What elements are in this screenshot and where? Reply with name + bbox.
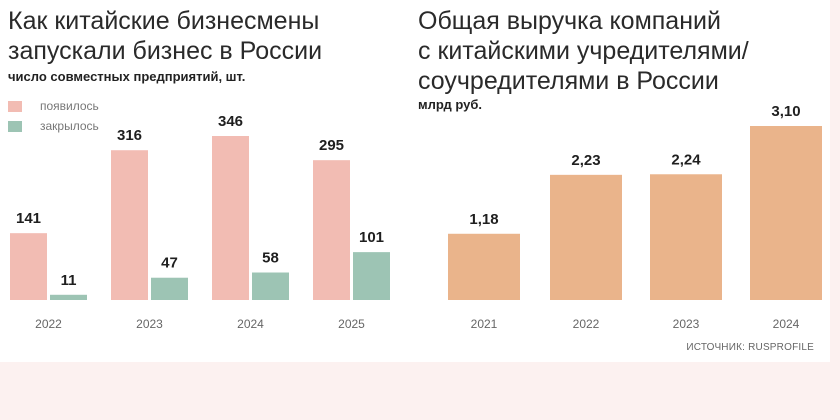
bar-closed-2024: [252, 272, 289, 300]
value-label: 47: [161, 255, 178, 272]
x-tick-label: 2025: [338, 317, 365, 331]
legend-item-closed: закрылось: [8, 116, 99, 136]
value-label: 295: [319, 137, 344, 154]
infographic-panel: Как китайские бизнесмены запускали бизне…: [0, 0, 830, 362]
x-tick-label: 2023: [136, 317, 163, 331]
bar-closed-2025: [353, 252, 390, 300]
bar-appeared-2025: [313, 160, 350, 300]
source-note: ИСТОЧНИК: RUSPROFILE: [686, 342, 814, 353]
legend-swatch-appeared: [8, 100, 22, 112]
bar-closed-2022: [50, 294, 87, 300]
x-tick-label: 2022: [573, 317, 600, 331]
left-chart-title: Как китайские бизнесмены запускали бизне…: [8, 7, 323, 65]
value-label: 2,23: [571, 152, 600, 169]
revenue-chart: 1,18 2021 2,23 2022 2,24 2023 3,10 2024: [448, 103, 822, 331]
joint-ventures-chart: 141 11 2022 316 47 2023 346 58 2024 295 101 2025: [10, 113, 390, 331]
value-label: 101: [359, 229, 384, 246]
bar-revenue-2023: [650, 174, 722, 300]
bar-appeared-2023: [111, 150, 148, 300]
value-label: 141: [16, 210, 41, 227]
right-chart-title: Общая выручка компаний с китайскими учре…: [418, 7, 749, 95]
x-tick-label: 2023: [673, 317, 700, 331]
legend: появилось закрылось: [8, 96, 99, 136]
bar-revenue-2021: [448, 233, 520, 300]
bar-revenue-2024: [750, 126, 822, 300]
bar-closed-2023: [151, 277, 188, 300]
bar-appeared-2024: [212, 136, 249, 300]
legend-label-closed: закрылось: [40, 119, 99, 133]
bar-revenue-2022: [550, 174, 622, 300]
legend-item-appeared: появилось: [8, 96, 99, 116]
x-tick-label: 2022: [35, 317, 62, 331]
bar-appeared-2022: [10, 233, 47, 300]
legend-label-appeared: появилось: [40, 99, 99, 113]
value-label: 346: [218, 113, 243, 130]
value-label: 1,18: [469, 211, 498, 228]
value-label: 316: [117, 127, 142, 144]
legend-swatch-closed: [8, 120, 22, 132]
left-chart-subtitle: число совместных предприятий, шт.: [8, 69, 246, 84]
value-label: 11: [61, 272, 77, 289]
right-chart-subtitle: млрд руб.: [418, 97, 482, 112]
value-label: 3,10: [771, 103, 800, 120]
value-label: 58: [262, 250, 279, 267]
x-tick-label: 2024: [237, 317, 264, 331]
x-tick-label: 2024: [773, 317, 800, 331]
value-label: 2,24: [671, 151, 701, 168]
x-tick-label: 2021: [471, 317, 498, 331]
